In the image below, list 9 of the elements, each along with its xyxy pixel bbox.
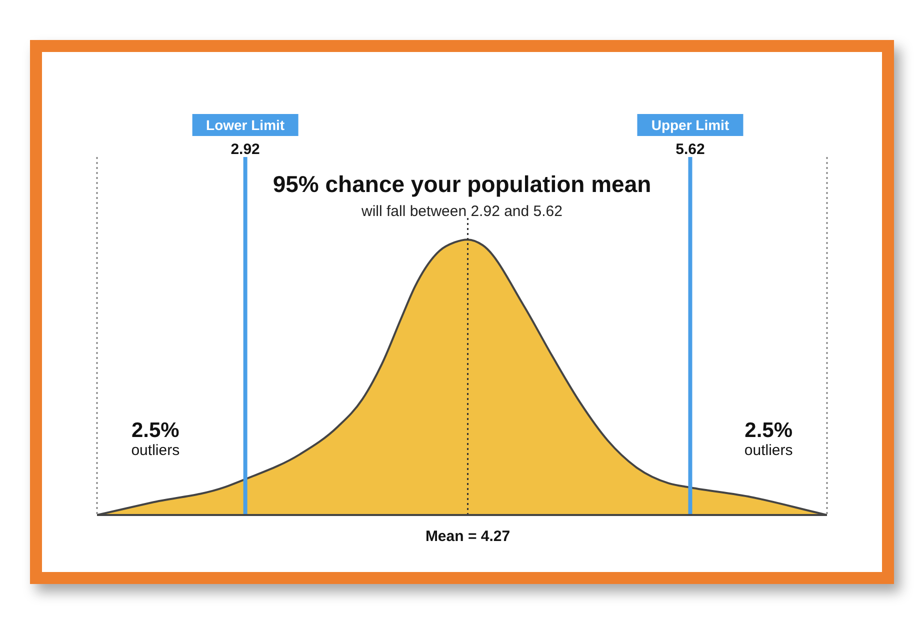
annotation: 2.5% outliers (131, 419, 180, 459)
ref-line-label: Mean = 4.27 (425, 528, 510, 545)
x-tick-label: 5.62 (676, 141, 705, 158)
annotation: 2.5% outliers (744, 419, 793, 459)
chart-title: 95% chance your population mean (272, 171, 652, 197)
ref-line-label: Upper Limit (651, 117, 730, 133)
chart-subtitle: will fall between 2.92 and 5.62 (360, 203, 562, 220)
ref-line-label: Lower Limit (206, 117, 285, 133)
x-tick-label: 2.92 (230, 141, 260, 158)
